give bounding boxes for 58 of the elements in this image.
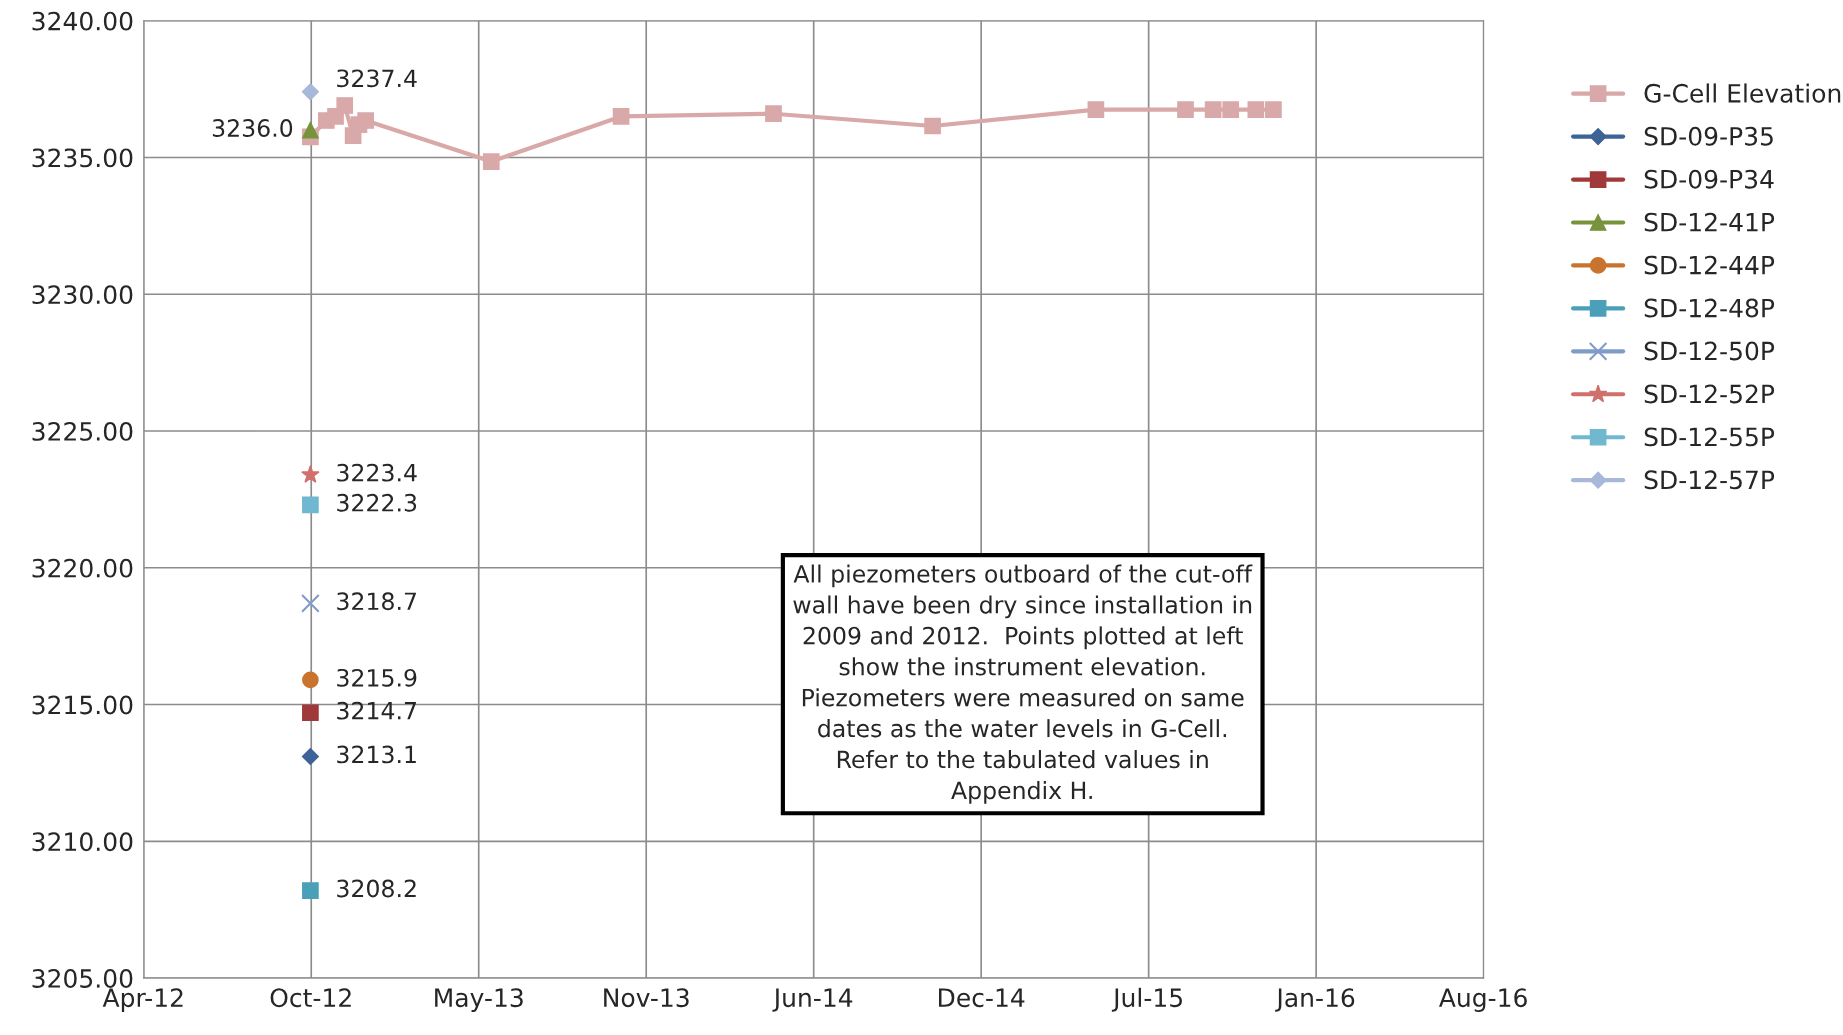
y-tick-label: 3235.00 <box>32 148 133 168</box>
y-tick-label: 3210.00 <box>32 832 133 852</box>
point <box>301 83 319 101</box>
data-label: 3213.1 <box>337 745 416 764</box>
data-label: 3208.2 <box>337 879 416 898</box>
y-tick-label: 3240.00 <box>32 11 133 31</box>
y-tick-label: 3215.00 <box>32 695 133 715</box>
point <box>302 704 319 722</box>
y-tick-label: 3220.00 <box>32 558 133 578</box>
point <box>301 465 320 483</box>
x-tick-label: Jul-15 <box>1111 987 1182 1012</box>
point <box>301 747 319 766</box>
point <box>302 671 319 689</box>
point <box>302 496 319 514</box>
data-label: 3223.4 <box>337 463 417 482</box>
point <box>1247 101 1265 118</box>
legend-label: G-Cell Elevation <box>1644 83 1841 103</box>
data-label: 3237.4 <box>337 69 417 88</box>
annotation: All piezometers outboard of the cut-off wall have been dry since installation in 2009 and 2012. Points plotted at left show the instrument elevation. Piezometers were measured on same dates as the water levels in G-Cell. Refer to the tabulated values in Appendix H. <box>793 564 1253 804</box>
point <box>924 117 941 135</box>
point <box>302 882 319 899</box>
data-label: 3222.3 <box>337 493 417 512</box>
legend-label: SD-09-P35 <box>1644 126 1773 146</box>
x-tick-label: Oct-12 <box>270 988 351 1008</box>
point <box>301 593 320 613</box>
y-tick-label: 3225.00 <box>32 421 133 441</box>
point <box>357 112 375 129</box>
point <box>765 105 782 123</box>
point <box>302 121 319 139</box>
point <box>1222 101 1240 118</box>
point <box>336 97 354 114</box>
point <box>1087 101 1105 118</box>
y-tick-label: 3230.00 <box>32 285 133 305</box>
legend-label: SD-12-57P <box>1644 470 1775 490</box>
legend-label: SD-12-48P <box>1644 298 1775 318</box>
data-label: 3214.7 <box>337 701 416 720</box>
legend-label: SD-12-52P <box>1644 384 1775 404</box>
y-tick-label: 3205.00 <box>32 969 133 988</box>
legend-label: SD-12-50P <box>1644 341 1775 361</box>
point <box>1265 101 1282 118</box>
point <box>482 153 500 170</box>
x-tick-label: Jun-14 <box>772 988 853 1012</box>
data-label: 3215.9 <box>337 668 417 687</box>
legend-label: SD-09-P34 <box>1644 169 1774 189</box>
point <box>1177 101 1194 118</box>
data-label: 3218.7 <box>337 592 416 611</box>
data-label: 3236.0 <box>212 119 293 137</box>
x-tick-label: Nov-13 <box>604 988 689 1008</box>
x-tick-label: Aug-16 <box>1438 988 1527 1012</box>
x-tick-label: Dec-14 <box>939 988 1025 1008</box>
x-tick-label: Apr-12 <box>102 988 183 1012</box>
legend-label: SD-12-44P <box>1644 255 1775 275</box>
legend-label: SD-12-41P <box>1644 212 1775 232</box>
point <box>1204 101 1222 118</box>
point <box>612 108 630 125</box>
legend-label: SD-12-55P <box>1644 427 1775 447</box>
x-tick-label: May-13 <box>435 988 523 1012</box>
x-tick-label: Jan-16 <box>1275 988 1355 1012</box>
